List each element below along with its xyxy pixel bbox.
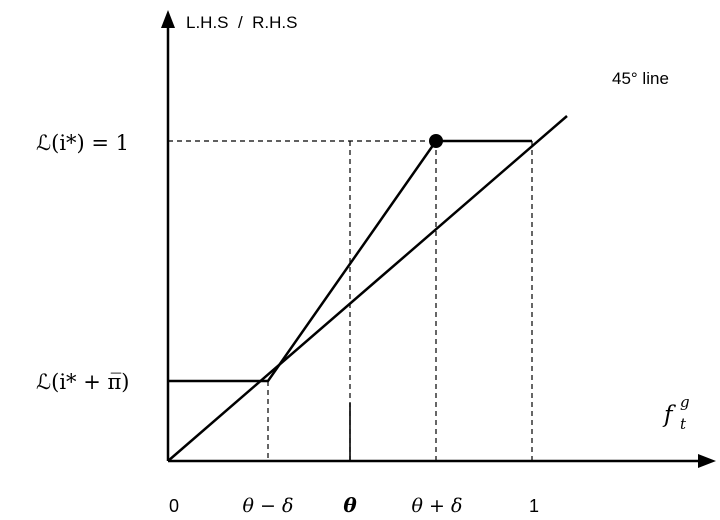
x-axis-arrowhead	[698, 454, 716, 468]
x-tick-label-theta-plus-delta: θ + δ	[412, 495, 463, 517]
y-axis-arrowhead	[161, 10, 175, 28]
x-axis-symbol-superscript: g	[680, 393, 690, 411]
guide-lines	[168, 140, 533, 461]
x-tick-label-theta: θ	[343, 493, 357, 517]
x-tick-label-zero: 0	[169, 496, 179, 516]
x-axis-symbol: f t g	[662, 393, 690, 433]
x-tick-label-one: 1	[529, 496, 539, 516]
y-axis-title: L.H.S / R.H.S	[186, 13, 297, 32]
lhs-step-curve	[168, 139, 532, 383]
x-tick-labels: 0 θ − δ θ θ + δ 1	[169, 493, 539, 517]
y-tick-label-upper: ℒ(i*) = 1	[36, 131, 129, 155]
x-axis-symbol-subscript: t	[680, 415, 687, 433]
kink-point	[429, 134, 443, 148]
line-45-degree	[167, 115, 568, 462]
y-tick-label-lower: ℒ(i* + π̅)	[36, 370, 129, 394]
line-45-label: 45° line	[612, 69, 669, 88]
x-tick-label-theta-minus-delta: θ − δ	[243, 495, 294, 517]
x-axis-symbol-base: f	[662, 402, 676, 428]
